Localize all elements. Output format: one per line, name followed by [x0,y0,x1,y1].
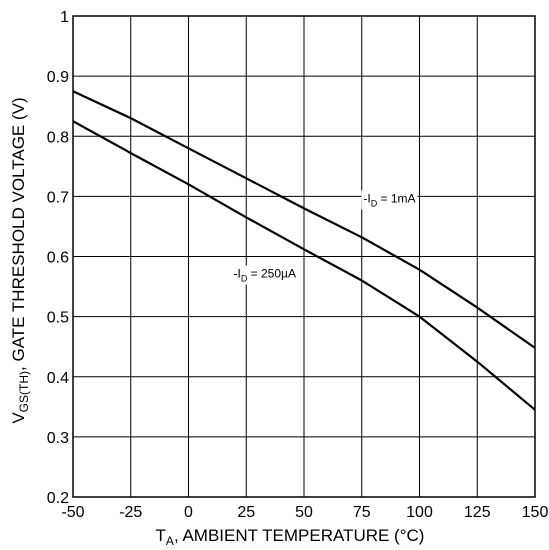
y-tick-labels: 0.2 0.3 0.4 0.5 0.6 0.7 0.8 0.9 1 [47,9,69,507]
y-tick-label: 0.2 [47,490,69,507]
y-tick-label: 0.6 [47,250,69,267]
x-tick-label: 150 [522,504,549,521]
series-annotations: -ID = 1mA-ID = 250µA [231,190,417,284]
x-axis-symbol: T [156,526,166,545]
x-tick-label: 75 [353,504,371,521]
x-tick-labels: -50 -25 0 25 50 75 100 125 150 [61,504,548,521]
x-tick-label: 100 [406,504,433,521]
y-tick-label: 1 [60,9,69,26]
y-axis-title: VGS(TH), GATE THRESHOLD VOLTAGE (V) [9,97,31,423]
y-tick-label: 0.9 [47,69,69,86]
x-tick-label: 125 [464,504,491,521]
y-tick-label: 0.7 [47,189,69,206]
x-tick-label: -25 [119,504,142,521]
grid [73,16,535,497]
x-tick-label: 50 [295,504,313,521]
y-tick-label: 0.3 [47,430,69,447]
y-tick-label: 0.8 [47,129,69,146]
x-axis-label: AMBIENT TEMPERATURE (°C) [182,526,424,545]
x-axis-title: TA, AMBIENT TEMPERATURE (°C) [156,526,425,548]
y-tick-label: 0.4 [47,370,69,387]
y-axis-label: GATE THRESHOLD VOLTAGE (V) [9,97,28,361]
x-tick-label: 0 [184,504,193,521]
y-axis-symbol: V [9,412,28,424]
x-tick-label: 25 [237,504,255,521]
y-axis-symbol-sub: GS(TH) [17,371,31,412]
x-axis-symbol-sub: A [166,534,174,548]
y-tick-label: 0.5 [47,310,69,327]
